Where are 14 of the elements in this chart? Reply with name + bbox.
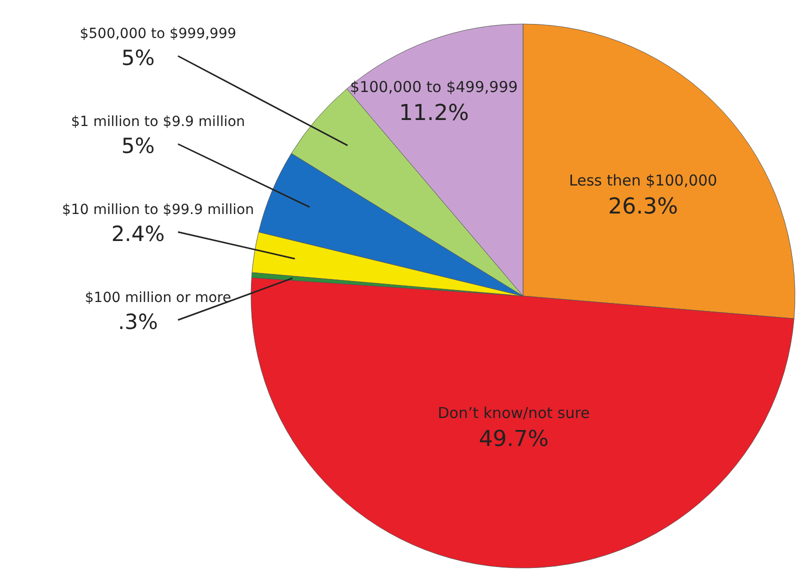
data-label: 5% <box>121 46 155 70</box>
slice-label: Less then $100,000 <box>569 172 718 190</box>
slice-label: Don’t know/not sure <box>438 404 590 422</box>
data-label: .3% <box>118 310 158 334</box>
slice-label: $100,000 to $499,999 <box>350 78 518 96</box>
slice-label: $10 million to $99.9 million <box>62 202 254 218</box>
slice-label: $1 million to $9.9 million <box>70 114 246 130</box>
data-label: 11.2% <box>398 100 469 126</box>
data-label: 5% <box>121 134 155 158</box>
data-label: 49.7% <box>478 427 549 452</box>
data-label: 26.3% <box>608 194 678 220</box>
slice-label: $100 million or more <box>84 290 232 306</box>
data-label: 2.4% <box>111 222 165 246</box>
slice-label: $500,000 to $999,999 <box>80 26 236 42</box>
